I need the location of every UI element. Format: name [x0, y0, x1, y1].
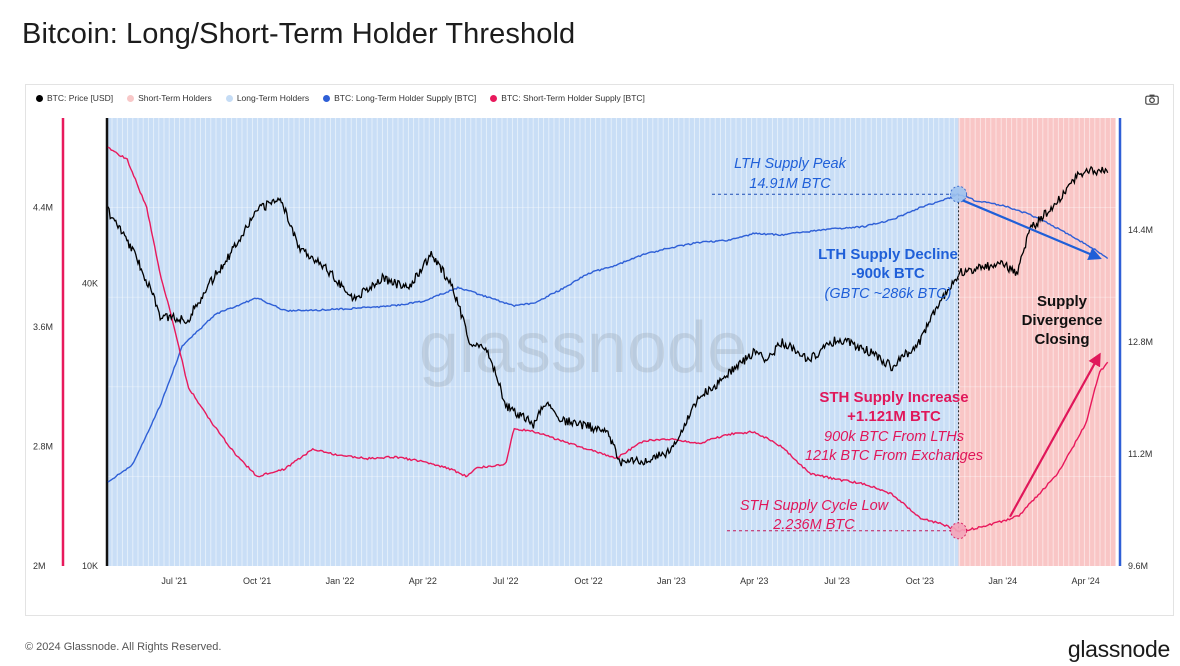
legend-swatch: [490, 94, 498, 102]
copyright-text: © 2024 Glassnode. All Rights Reserved.: [25, 641, 222, 653]
x-tick-label: Apr '22: [409, 576, 437, 586]
y-right-tick-label: 11.2M: [1128, 449, 1152, 459]
sth-increase-label: STH Supply Increase: [819, 389, 968, 406]
legend-label: Short-Term Holders: [138, 93, 212, 103]
watermark-text: glassnode: [419, 308, 747, 388]
legend-item-price[interactable]: BTC: Price [USD]: [36, 93, 113, 103]
page-title: Bitcoin: Long/Short-Term Holder Threshol…: [22, 18, 576, 50]
y-price-tick-label: 40K: [82, 278, 98, 288]
lth-decline-arrow: [962, 199, 1102, 260]
legend-label: BTC: Short-Term Holder Supply [BTC]: [501, 93, 645, 103]
y-price-tick-label: 10K: [82, 561, 98, 571]
divergence-label-3: Closing: [1035, 331, 1090, 348]
legend-item-sth-supply[interactable]: BTC: Short-Term Holder Supply [BTC]: [490, 93, 645, 103]
lth-supply-line: [107, 192, 1109, 483]
y-right-tick-label: 14.4M: [1128, 225, 1153, 235]
sth-low-value: 2.236M BTC: [772, 517, 855, 533]
legend-label: Long-Term Holders: [236, 93, 310, 103]
sth-increase-note-2: 121k BTC From Exchanges: [805, 448, 983, 464]
legend-swatch: [127, 94, 135, 102]
legend-swatch: [36, 94, 43, 102]
sth-low-marker: [950, 522, 968, 540]
lth-peak-label: LTH Supply Peak: [734, 156, 847, 172]
y-left-tick-label: 2M: [33, 561, 46, 571]
legend-item-lth-supply[interactable]: BTC: Long-Term Holder Supply [BTC]: [323, 93, 476, 103]
x-tick-label: Apr '23: [740, 576, 768, 586]
lth-peak-value: 14.91M BTC: [749, 176, 831, 192]
sth-increase-value: +1.121M BTC: [847, 408, 941, 425]
legend-swatch: [225, 94, 233, 102]
legend-label: BTC: Price [USD]: [47, 93, 114, 103]
y-right-tick-label: 9.6M: [1128, 561, 1148, 571]
x-tick-label: Oct '23: [906, 576, 934, 586]
sth-low-label: STH Supply Cycle Low: [740, 498, 890, 514]
legend-swatch: [323, 94, 331, 102]
lth-peak-marker: [950, 185, 968, 203]
sth-increase-note-1: 900k BTC From LTHs: [824, 429, 964, 445]
x-tick-label: Jan '24: [988, 576, 1017, 586]
legend-item-lth[interactable]: Long-Term Holders: [225, 93, 310, 103]
x-tick-label: Apr '24: [1071, 576, 1099, 586]
x-tick-label: Jan '23: [657, 576, 686, 586]
x-tick-label: Jul '21: [161, 576, 187, 586]
camera-icon[interactable]: [1145, 94, 1159, 105]
x-tick-label: Oct '22: [574, 576, 602, 586]
y-right-tick-label: 12.8M: [1128, 337, 1153, 347]
lth-decline-note: (GBTC ~286k BTC): [825, 286, 952, 302]
lth-decline-value: -900k BTC: [851, 265, 925, 282]
y-left-tick-label: 2.8M: [33, 442, 53, 452]
y-left-tick-label: 4.4M: [33, 203, 53, 213]
x-tick-label: Jul '23: [824, 576, 850, 586]
price-line: [107, 165, 1109, 467]
chart-legend: BTC: Price [USD] Short-Term Holders Long…: [36, 93, 645, 103]
x-tick-label: Jan '22: [326, 576, 355, 586]
legend-item-sth[interactable]: Short-Term Holders: [127, 93, 212, 103]
y-left-tick-label: 3.6M: [33, 322, 53, 332]
legend-label: BTC: Long-Term Holder Supply [BTC]: [334, 93, 477, 103]
sth-increase-arrow: [1009, 352, 1101, 518]
divergence-label-2: Divergence: [1022, 312, 1103, 329]
divergence-label-1: Supply: [1037, 293, 1088, 310]
x-tick-label: Jul '22: [493, 576, 519, 586]
x-tick-label: Oct '21: [243, 576, 271, 586]
brand-logo: glassnode: [1067, 636, 1170, 662]
sth-supply-line: [107, 146, 1109, 533]
lth-decline-label: LTH Supply Decline: [818, 246, 958, 263]
